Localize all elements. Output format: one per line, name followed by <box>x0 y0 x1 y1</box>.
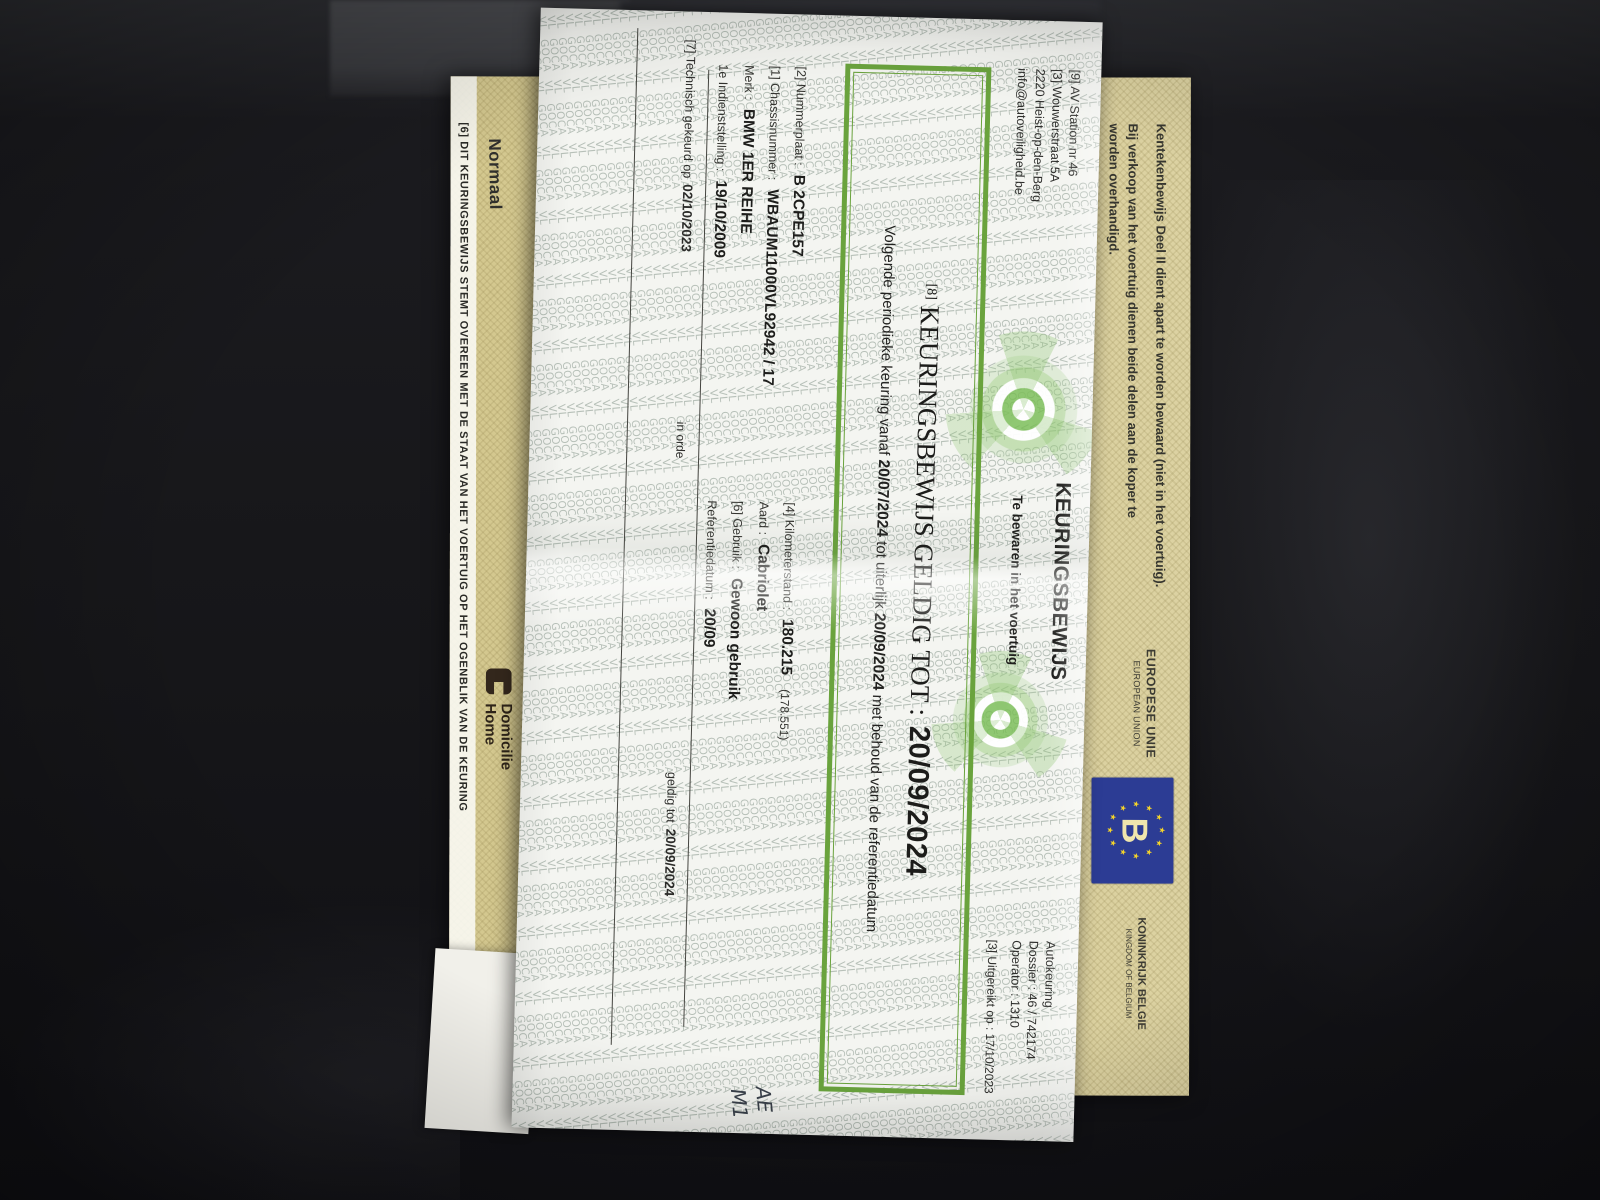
brand-line-1: Domicilie <box>497 703 515 771</box>
odometer-value: 180.215 <box>777 618 796 676</box>
domicilie-home-logo: Domicilie Home <box>481 668 515 771</box>
plate-label: [2] Nummerplaat : <box>791 66 809 166</box>
validity-box: [8] KEURINGSBEWIJS GELDIG TOT : 20/09/2024… <box>818 63 992 1096</box>
next-date-1: 20/07/2024 <box>873 459 893 538</box>
next-part-1: Volgende periodieke keuring vanaf <box>875 224 899 456</box>
first-use-value: 19/10/2009 <box>710 180 730 259</box>
validity-date: 20/09/2024 <box>899 725 936 877</box>
next-part-2: tot uiterlijk <box>871 540 890 609</box>
odometer-label: [4] Kilometerstand : <box>780 502 797 611</box>
registration-notice: Kentekenbewijs Deel II dient apart te wo… <box>1104 123 1171 638</box>
inspection-date: 02/10/2023 <box>678 184 696 253</box>
country-letter: B <box>1114 817 1156 844</box>
chassis-label: [1] Chassisnummer : <box>765 65 783 181</box>
background-reflection <box>1180 180 1600 1080</box>
inspection-label: [7] Technisch gekeurd op <box>680 39 699 179</box>
valid-until-date: 20/09/2024 <box>661 828 679 897</box>
brand-line-2: Home <box>481 703 499 746</box>
station-line-3: 2220 Heist-op-den-Berg <box>1029 68 1048 203</box>
make-value: BMW 1ER REIHE <box>737 108 758 234</box>
eu-star-icon <box>1157 827 1165 834</box>
next-inspection-line: Volgende periodieke keuring vanaf 20/07/… <box>862 225 899 932</box>
eu-title: EUROPESE UNIE <box>1143 648 1158 759</box>
use-label: [6] Gebruik : <box>729 500 745 570</box>
validity-label: KEURINGSBEWIJS GELDIG TOT : <box>904 305 946 717</box>
station-line-2: [3] Wouwerstraat 5A <box>1047 68 1065 183</box>
european-union-label: EUROPESE UNIE EUROPEAN UNION <box>1132 634 1158 774</box>
document-scene: Kentekenbewijs Deel II dient apart te wo… <box>424 7 1199 1142</box>
kingdom-title: KONINKRIJK BELGIE <box>1135 917 1148 1030</box>
valid-until-label: geldig tot <box>663 771 679 823</box>
kingdom-subtitle: KINGDOM OF BELGIUM <box>1124 928 1134 1019</box>
inspection-certificate: GOCA VL GOCA VL GOCA VL GOCA VL GOCA VL … <box>511 7 1103 1142</box>
chassis-value: WBAUM11000VL92942 / 17 <box>759 189 782 386</box>
handwritten-code-2: M1 <box>725 1087 753 1120</box>
inspection-result: in orde <box>673 421 689 459</box>
first-use-label: 1e Indienststelling : <box>713 64 731 172</box>
reference-date-value: 20/09 <box>700 608 719 648</box>
station-line-1: [9] AV Station nr 46 <box>1065 69 1083 177</box>
inspection-office-block: Autokeuring Dossier : 46 / 742174 Operat… <box>980 939 1059 1095</box>
notice-line-2: Bij verkoop van het voertuig dienen beid… <box>1125 123 1141 518</box>
certificate-condition-notice: [6] DIT KEURINGSBEWIJS STEMT OVEREEN MET… <box>449 76 477 1095</box>
type-value: Cabriolet <box>753 543 772 612</box>
use-value: Gewoon gebruik <box>724 577 745 700</box>
plate-value: B 2CPE157 <box>788 174 808 257</box>
type-label: Aard : <box>756 501 771 536</box>
inspection-station-block: [9] AV Station nr 46 [3] Wouwerstraat 5A… <box>1010 68 1083 203</box>
validity-prefix: [8] <box>923 283 939 301</box>
notice-line-1: Kentekenbewijs Deel II dient apart te wo… <box>1152 123 1169 588</box>
belgium-eu-flag-icon: B <box>1091 777 1174 884</box>
normaal-stamp: Normaal <box>485 138 506 211</box>
reference-date-label: Referentiedatum : <box>702 500 720 600</box>
eu-star-icon <box>1154 814 1162 821</box>
make-label: Merk : <box>741 64 757 100</box>
validity-headline: [8] KEURINGSBEWIJS GELDIG TOT : 20/09/2024 <box>898 283 947 876</box>
notice-line-3: worden overhandigd. <box>1106 123 1122 255</box>
odometer-previous-value: (178.551) <box>776 688 793 741</box>
eu-star-icon <box>1105 826 1113 833</box>
handwritten-codes: AE M1 <box>725 1085 778 1120</box>
eu-subtitle: EUROPEAN UNION <box>1131 660 1142 747</box>
next-part-3: met behoud van de referentiedatum <box>862 694 886 933</box>
issued-date: [3] Uitgereikt op : 17/10/2023 <box>981 939 1000 1094</box>
domicilie-home-icon <box>486 668 512 694</box>
eu-star-icon <box>1154 840 1162 847</box>
handwritten-code-1: AE <box>750 1085 778 1114</box>
background-reflection-2 <box>0 900 460 1200</box>
next-date-2: 20/09/2024 <box>869 612 889 691</box>
kingdom-of-belgium-label: KONINKRIJK BELGIE KINGDOM OF BELGIUM <box>1124 914 1147 1034</box>
